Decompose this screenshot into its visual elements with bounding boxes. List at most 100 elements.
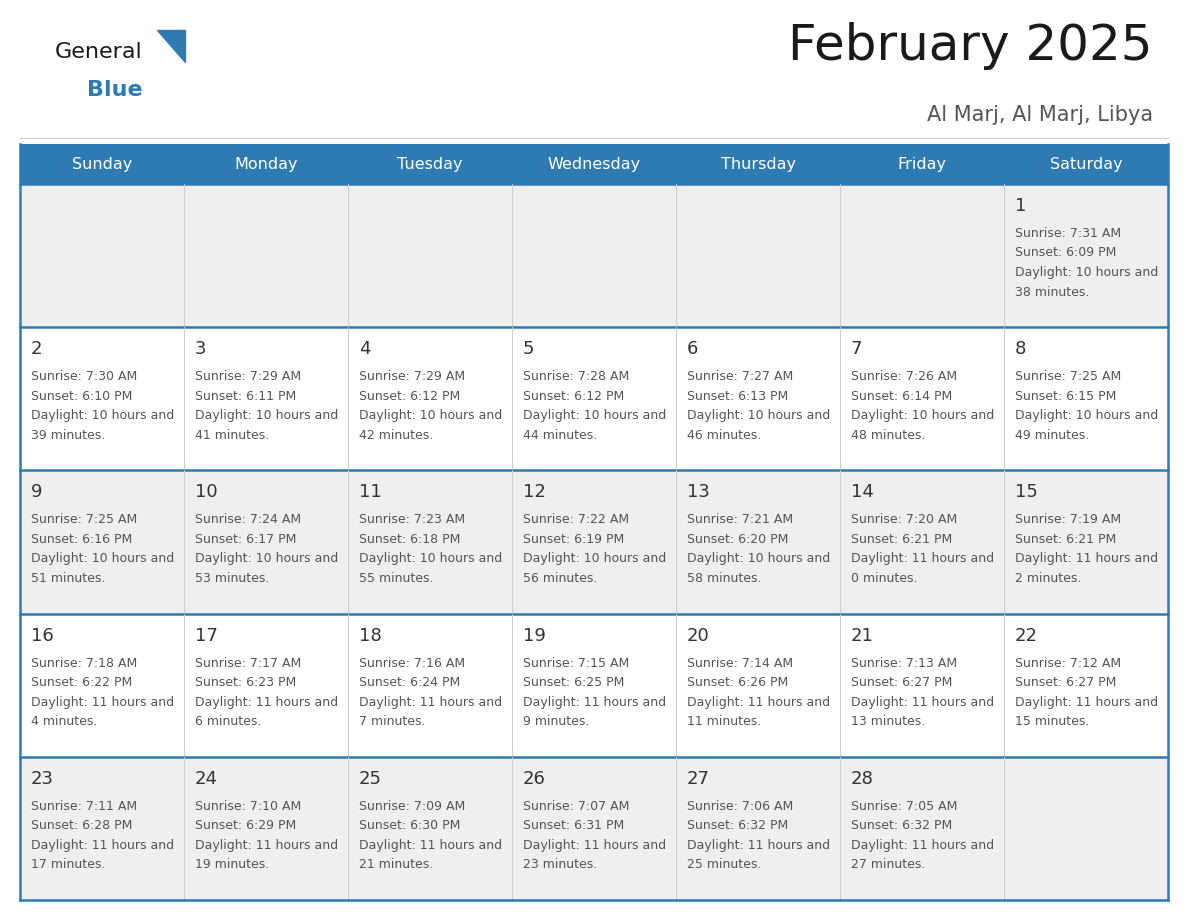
Text: Blue: Blue — [87, 80, 143, 100]
Text: Sunset: 6:19 PM: Sunset: 6:19 PM — [523, 533, 624, 546]
Text: Sunset: 6:15 PM: Sunset: 6:15 PM — [1015, 390, 1117, 403]
Text: Daylight: 11 hours and: Daylight: 11 hours and — [195, 839, 339, 852]
Text: 39 minutes.: 39 minutes. — [31, 429, 106, 442]
Text: Daylight: 11 hours and: Daylight: 11 hours and — [851, 839, 994, 852]
Text: Sunrise: 7:14 AM: Sunrise: 7:14 AM — [687, 656, 794, 669]
Text: Sunrise: 7:20 AM: Sunrise: 7:20 AM — [851, 513, 958, 526]
Text: Sunset: 6:21 PM: Sunset: 6:21 PM — [1015, 533, 1117, 546]
Text: 4 minutes.: 4 minutes. — [31, 715, 97, 728]
Text: Wednesday: Wednesday — [548, 156, 640, 172]
Text: Daylight: 11 hours and: Daylight: 11 hours and — [359, 696, 503, 709]
Text: February 2025: February 2025 — [789, 22, 1154, 70]
Text: 3: 3 — [195, 341, 207, 358]
Text: Sunrise: 7:28 AM: Sunrise: 7:28 AM — [523, 370, 630, 383]
Text: 9 minutes.: 9 minutes. — [523, 715, 589, 728]
Text: 27 minutes.: 27 minutes. — [851, 858, 925, 871]
Text: 0 minutes.: 0 minutes. — [851, 572, 917, 585]
Text: Daylight: 10 hours and: Daylight: 10 hours and — [523, 409, 666, 422]
Text: 6 minutes.: 6 minutes. — [195, 715, 261, 728]
Text: Sunset: 6:10 PM: Sunset: 6:10 PM — [31, 390, 132, 403]
Text: Sunrise: 7:27 AM: Sunrise: 7:27 AM — [687, 370, 794, 383]
Text: Sunset: 6:31 PM: Sunset: 6:31 PM — [523, 819, 624, 833]
Text: Sunrise: 7:29 AM: Sunrise: 7:29 AM — [195, 370, 301, 383]
Text: Daylight: 10 hours and: Daylight: 10 hours and — [31, 553, 175, 565]
Text: Daylight: 10 hours and: Daylight: 10 hours and — [523, 553, 666, 565]
Text: 13: 13 — [687, 484, 710, 501]
Text: Sunset: 6:18 PM: Sunset: 6:18 PM — [359, 533, 461, 546]
Text: Sunset: 6:23 PM: Sunset: 6:23 PM — [195, 676, 296, 689]
Text: 12: 12 — [523, 484, 545, 501]
Text: 25 minutes.: 25 minutes. — [687, 858, 762, 871]
Text: Sunrise: 7:12 AM: Sunrise: 7:12 AM — [1015, 656, 1121, 669]
Text: 21 minutes.: 21 minutes. — [359, 858, 434, 871]
Text: 18: 18 — [359, 627, 381, 644]
Bar — [20, 756, 1168, 900]
Text: Sunset: 6:12 PM: Sunset: 6:12 PM — [359, 390, 460, 403]
Text: 44 minutes.: 44 minutes. — [523, 429, 598, 442]
Text: Daylight: 10 hours and: Daylight: 10 hours and — [1015, 409, 1158, 422]
Text: Daylight: 10 hours and: Daylight: 10 hours and — [359, 409, 503, 422]
Text: Sunset: 6:27 PM: Sunset: 6:27 PM — [851, 676, 953, 689]
Text: Sunrise: 7:21 AM: Sunrise: 7:21 AM — [687, 513, 794, 526]
Text: Sunrise: 7:23 AM: Sunrise: 7:23 AM — [359, 513, 466, 526]
Text: Daylight: 11 hours and: Daylight: 11 hours and — [523, 839, 666, 852]
Text: Sunrise: 7:06 AM: Sunrise: 7:06 AM — [687, 800, 794, 812]
Text: 24: 24 — [195, 770, 219, 788]
Text: Daylight: 10 hours and: Daylight: 10 hours and — [687, 553, 830, 565]
Text: Sunrise: 7:24 AM: Sunrise: 7:24 AM — [195, 513, 301, 526]
Text: Sunset: 6:27 PM: Sunset: 6:27 PM — [1015, 676, 1117, 689]
Text: Sunrise: 7:22 AM: Sunrise: 7:22 AM — [523, 513, 630, 526]
Text: 9: 9 — [31, 484, 43, 501]
Text: 2: 2 — [31, 341, 43, 358]
Text: Sunset: 6:11 PM: Sunset: 6:11 PM — [195, 390, 296, 403]
Text: Sunset: 6:30 PM: Sunset: 6:30 PM — [359, 819, 461, 833]
Text: Sunset: 6:28 PM: Sunset: 6:28 PM — [31, 819, 132, 833]
Text: 15: 15 — [1015, 484, 1038, 501]
Text: 17: 17 — [195, 627, 217, 644]
Text: 7 minutes.: 7 minutes. — [359, 715, 425, 728]
Text: 22: 22 — [1015, 627, 1038, 644]
Text: 21: 21 — [851, 627, 874, 644]
Text: Sunrise: 7:10 AM: Sunrise: 7:10 AM — [195, 800, 302, 812]
Text: Sunrise: 7:16 AM: Sunrise: 7:16 AM — [359, 656, 466, 669]
Text: Daylight: 10 hours and: Daylight: 10 hours and — [31, 409, 175, 422]
Text: 20: 20 — [687, 627, 709, 644]
Text: 1: 1 — [1015, 197, 1026, 215]
Text: Sunrise: 7:05 AM: Sunrise: 7:05 AM — [851, 800, 958, 812]
Text: Sunset: 6:29 PM: Sunset: 6:29 PM — [195, 819, 296, 833]
Text: Tuesday: Tuesday — [397, 156, 463, 172]
Text: 56 minutes.: 56 minutes. — [523, 572, 598, 585]
Text: 5: 5 — [523, 341, 535, 358]
Text: Daylight: 11 hours and: Daylight: 11 hours and — [1015, 696, 1158, 709]
Bar — [20, 327, 1168, 470]
Text: 41 minutes.: 41 minutes. — [195, 429, 270, 442]
Text: Daylight: 10 hours and: Daylight: 10 hours and — [851, 409, 994, 422]
Polygon shape — [157, 30, 185, 62]
Text: 51 minutes.: 51 minutes. — [31, 572, 106, 585]
Text: 14: 14 — [851, 484, 874, 501]
Text: 8: 8 — [1015, 341, 1026, 358]
Text: 19 minutes.: 19 minutes. — [195, 858, 270, 871]
Text: Sunset: 6:21 PM: Sunset: 6:21 PM — [851, 533, 953, 546]
Text: 38 minutes.: 38 minutes. — [1015, 285, 1089, 298]
Text: Sunday: Sunday — [72, 156, 132, 172]
Text: Daylight: 11 hours and: Daylight: 11 hours and — [851, 553, 994, 565]
Text: Sunrise: 7:15 AM: Sunrise: 7:15 AM — [523, 656, 630, 669]
Text: Sunrise: 7:19 AM: Sunrise: 7:19 AM — [1015, 513, 1121, 526]
Text: Daylight: 11 hours and: Daylight: 11 hours and — [31, 839, 175, 852]
Text: Sunset: 6:26 PM: Sunset: 6:26 PM — [687, 676, 789, 689]
Text: Daylight: 10 hours and: Daylight: 10 hours and — [687, 409, 830, 422]
Text: Sunset: 6:22 PM: Sunset: 6:22 PM — [31, 676, 132, 689]
Text: Sunrise: 7:11 AM: Sunrise: 7:11 AM — [31, 800, 137, 812]
Text: 13 minutes.: 13 minutes. — [851, 715, 925, 728]
Text: Daylight: 10 hours and: Daylight: 10 hours and — [195, 409, 339, 422]
Text: Sunset: 6:32 PM: Sunset: 6:32 PM — [687, 819, 789, 833]
Text: Daylight: 10 hours and: Daylight: 10 hours and — [359, 553, 503, 565]
Text: Sunset: 6:32 PM: Sunset: 6:32 PM — [851, 819, 953, 833]
Bar — [20, 613, 1168, 756]
Text: 28: 28 — [851, 770, 874, 788]
Text: 26: 26 — [523, 770, 545, 788]
Text: 49 minutes.: 49 minutes. — [1015, 429, 1089, 442]
Text: 58 minutes.: 58 minutes. — [687, 572, 762, 585]
Text: Sunrise: 7:25 AM: Sunrise: 7:25 AM — [1015, 370, 1121, 383]
